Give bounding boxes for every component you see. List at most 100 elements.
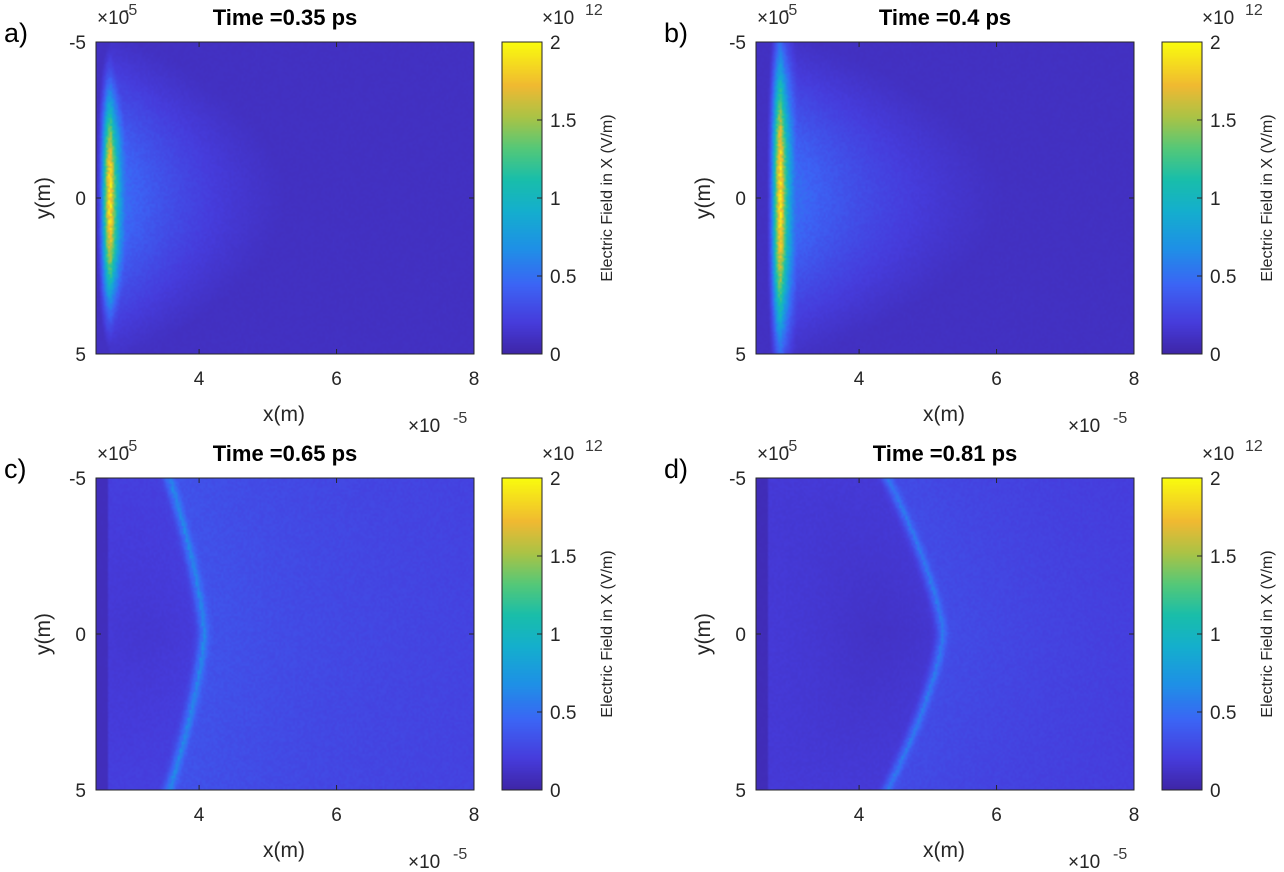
x-tick-label: 8 [469,805,480,826]
colorbar-tick-label: 0.5 [1210,267,1236,288]
x-tick-label: 8 [1129,805,1140,826]
colorbar-tick-label: 1 [550,189,561,210]
panel-label: a) [4,18,28,48]
y-tick-label: 5 [75,345,86,366]
colorbar-multiplier: ×10 [1202,444,1234,465]
heatmap-image [756,42,1134,354]
heatmap-image [96,478,474,790]
x-tick-label: 6 [331,805,342,826]
y-tick-label: 5 [735,345,746,366]
y-axis-label: y(m) [32,613,55,655]
y-multiplier: ×10 [97,8,129,29]
colorbar-tick-label: 2 [1210,469,1221,490]
colorbar-tick-label: 1.5 [1210,547,1236,568]
heatmap-image [756,478,1134,790]
y-tick-label: 5 [735,781,746,802]
y-multiplier: ×10 [757,444,789,465]
y-tick-label: -5 [69,469,86,490]
x-tick-label: 4 [854,805,865,826]
colorbar-exponent: 12 [585,2,603,19]
x-tick-label: 4 [194,805,205,826]
colorbar-tick-label: 1.5 [550,111,576,132]
y-axis-label: y(m) [32,177,55,219]
x-tick-label: 6 [991,369,1002,390]
y-multiplier: ×10 [757,8,789,29]
x-exponent: -5 [1113,410,1127,427]
y-exponent: -5 [123,438,137,455]
colorbar-tick-label: 0.5 [1210,703,1236,724]
heatmap-panel-a: a) Time =0.35 ps ×10 -5 4 6 8 -5 0 5 x(m) y(m) ×10 -5… [0,0,642,437]
colorbar-tick-label: 0 [1210,781,1221,802]
y-tick-label: 5 [75,781,86,802]
plot-title: Time =0.65 ps [213,441,358,466]
x-multiplier: ×10 [408,416,440,437]
panel-label: d) [664,454,688,484]
y-exponent: -5 [783,2,797,19]
y-axis-label: y(m) [692,177,715,219]
colorbar-tick-label: 0.5 [550,267,576,288]
heatmap-image [96,42,474,354]
y-tick-label: 0 [735,189,746,210]
y-axis-label: y(m) [692,613,715,655]
colorbar-gradient [502,42,542,354]
colorbar-tick-label: 2 [1210,33,1221,54]
panel-label: b) [664,18,688,48]
colorbar-exponent: 12 [585,438,603,455]
heatmap-panel-c: c) Time =0.65 ps ×10 -5 4 6 8 -5 0 5 x(m) y(m) ×10 -5… [0,436,642,872]
colorbar-tick-label: 2 [550,33,561,54]
colorbar-tick-label: 0 [1210,345,1221,366]
colorbar-tick-label: 1.5 [1210,111,1236,132]
plot-title: Time =0.4 ps [879,5,1011,30]
colorbar-tick-label: 0.5 [550,703,576,724]
colorbar-exponent: 12 [1245,438,1263,455]
colorbar-label: Electric Field in X (V/m) [1259,114,1276,281]
colorbar-multiplier: ×10 [1202,8,1234,29]
y-tick-label: -5 [729,469,746,490]
x-multiplier: ×10 [1068,416,1100,437]
x-tick-label: 4 [194,369,205,390]
heatmap-panel-d: d) Time =0.81 ps ×10 -5 4 6 8 -5 0 5 x(m) y(m) ×10 -5… [660,436,1284,872]
y-tick-label: -5 [69,33,86,54]
colorbar-tick-label: 0 [550,345,561,366]
x-axis-label: x(m) [263,403,305,426]
y-multiplier: ×10 [97,444,129,465]
x-tick-label: 4 [854,369,865,390]
colorbar-tick-label: 0 [550,781,561,802]
y-tick-label: 0 [75,189,86,210]
colorbar-tick-label: 1 [550,625,561,646]
y-tick-label: 0 [735,625,746,646]
heatmap-panel-b: b) Time =0.4 ps ×10 -5 4 6 8 -5 0 5 x(m) y(m) ×10 -5 0… [660,0,1284,437]
colorbar-tick-label: 1 [1210,625,1221,646]
colorbar-tick-label: 2 [550,469,561,490]
colorbar-label: Electric Field in X (V/m) [599,550,616,717]
y-tick-label: 0 [75,625,86,646]
x-tick-label: 8 [469,369,480,390]
x-axis-label: x(m) [923,839,965,862]
x-exponent: -5 [453,410,467,427]
colorbar-exponent: 12 [1245,2,1263,19]
x-multiplier: ×10 [408,852,440,872]
x-tick-label: 6 [991,805,1002,826]
colorbar-multiplier: ×10 [542,444,574,465]
colorbar-tick-label: 1.5 [550,547,576,568]
x-axis-label: x(m) [263,839,305,862]
x-exponent: -5 [1113,846,1127,863]
x-multiplier: ×10 [1068,852,1100,872]
y-exponent: -5 [783,438,797,455]
y-exponent: -5 [123,2,137,19]
x-tick-label: 6 [331,369,342,390]
colorbar-gradient [502,478,542,790]
x-tick-label: 8 [1129,369,1140,390]
panel-label: c) [4,454,27,484]
colorbar-multiplier: ×10 [542,8,574,29]
colorbar-gradient [1162,42,1202,354]
plot-title: Time =0.81 ps [873,441,1018,466]
x-exponent: -5 [453,846,467,863]
y-tick-label: -5 [729,33,746,54]
colorbar-tick-label: 1 [1210,189,1221,210]
x-axis-label: x(m) [923,403,965,426]
